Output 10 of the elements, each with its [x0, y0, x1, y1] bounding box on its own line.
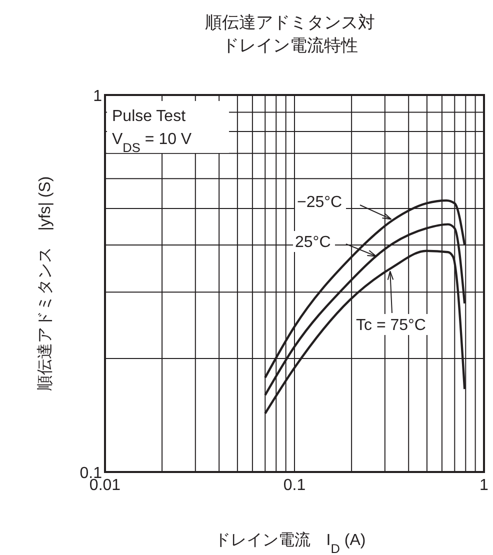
- series-label: Tc = 75°C: [356, 317, 426, 334]
- legend-label: −25°C: [297, 194, 342, 211]
- chart-title: 順伝達アドミタンス対ドレイン電流特性: [205, 13, 375, 55]
- x-axis-title: ドレイン電流 I$_{D}$ (A): [214, 531, 366, 555]
- x-tick-label: 1: [480, 477, 489, 494]
- x-tick-label: 0.1: [283, 477, 306, 494]
- annotation: Pulse Test: [112, 108, 186, 125]
- legend-label: 25°C: [295, 234, 331, 251]
- annotation: V$_{DS}$ = 10 V: [112, 131, 192, 154]
- y-axis-title: 順伝達アドミタンス |yfs| (S): [36, 176, 54, 391]
